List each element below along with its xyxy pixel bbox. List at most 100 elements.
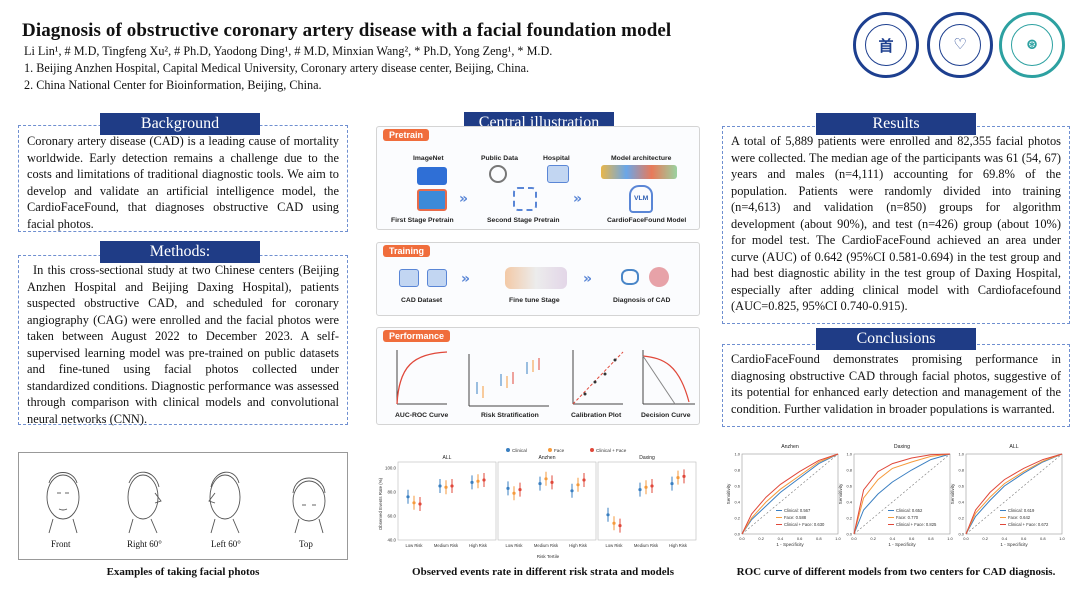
risk-category-label: Medium Risk [534, 543, 559, 548]
roc-y-axis-label: Sensitivity [838, 483, 843, 504]
auc-roc-label: AUC-ROC Curve [395, 412, 449, 419]
background-text: Coronary artery disease (CAD) is a leadi… [27, 134, 339, 231]
second-stage-label: Second Stage Pretrain [487, 217, 560, 224]
model-architecture-label: Model architecture [611, 155, 672, 162]
hospital-icon [399, 269, 419, 287]
face-front-sketch [46, 472, 80, 534]
roc-panel-frame [853, 453, 951, 535]
risk-category-label: Medium Risk [634, 543, 659, 548]
roc-x-tick-label: 0.6 [1021, 536, 1027, 541]
roc-curve [965, 453, 1063, 535]
roc-y-tick-label: 0.6 [734, 483, 740, 488]
risk-point [570, 489, 574, 493]
roc-y-tick-label: 0.2 [734, 515, 740, 520]
decision-curve-label: Decision Curve [641, 412, 691, 419]
risk-point [538, 482, 542, 486]
roc-legend-label: Face: 0.770 [896, 515, 919, 520]
heartbeat-icon [621, 269, 639, 285]
risk-panel-frame [497, 461, 597, 541]
diagnosis-of-cad-label: Diagnosis of CAD [613, 297, 671, 304]
risk-point [582, 478, 586, 482]
vlm-shield-icon: VLM [629, 185, 653, 213]
auc-roc-thumbnail [396, 350, 448, 405]
legend-marker [506, 448, 510, 452]
vlm-label: VLM [634, 195, 649, 202]
risk-panel-all: ALL Low Risk Medium Risk High Risk [397, 455, 497, 548]
cad-dataset-label: CAD Dataset [401, 297, 443, 304]
roc-y-tick-label: 0.2 [958, 515, 964, 520]
roc-legend-label: Clinical + Face: 0.825 [896, 522, 937, 527]
risk-point [406, 495, 410, 499]
performance-panel: Performance AUC-ROC Curve Risk Stratific… [376, 327, 700, 425]
legend-marker [590, 448, 594, 452]
roc-x-axis-label: 1 - Specificity [888, 542, 916, 547]
risk-point [450, 484, 454, 488]
roc-y-tick-label: 1.0 [734, 451, 740, 456]
results-heading: Results [816, 113, 976, 135]
chevron-right-icon: » [461, 271, 471, 287]
globe-icon [489, 165, 507, 183]
risk-point [676, 476, 680, 480]
first-stage-label: First Stage Pretrain [391, 217, 454, 224]
roc-curve [741, 453, 839, 535]
risk-panel-anzhen: Anzhen Low Risk Medium Risk High Risk [497, 455, 597, 548]
methods-heading: Methods: [100, 241, 260, 263]
roc-curve [741, 453, 839, 535]
chevron-right-icon: » [573, 191, 583, 207]
risk-category-label: Low Risk [406, 543, 424, 548]
risk-point [470, 480, 474, 484]
results-section: A total of 5,889 patients were enrolled … [722, 126, 1070, 324]
roc-x-tick-label: 0.0 [739, 536, 745, 541]
roc-chance-line [965, 453, 1063, 535]
roc-panel-title: ALL [1009, 444, 1018, 450]
performance-tag: Performance [383, 330, 451, 342]
roc-panel-anzhen: Anzhen 0.00.0 0.2 0.2 0.4 0.4 0.6 0.6 0.8 0.8 1.0 1… [726, 444, 842, 547]
roc-y-tick-label: 0.8 [958, 467, 964, 472]
roc-x-tick-label: 0.2 [758, 536, 764, 541]
roc-x-tick-label: 0.2 [982, 536, 988, 541]
conclusions-text: CardioFaceFound demonstrates promising p… [731, 352, 1061, 416]
face-label-left-60: Left 60° [211, 539, 241, 549]
risk-category-label: Low Risk [506, 543, 524, 548]
roc-x-tick-label: 0.4 [890, 536, 896, 541]
roc-x-tick-label: 0.6 [797, 536, 803, 541]
roc-x-tick-label: 0.8 [1040, 536, 1046, 541]
roc-y-tick-label: 0.0 [958, 531, 964, 536]
risk-point [650, 484, 654, 488]
roc-x-tick-label: 1.0 [835, 536, 841, 541]
roc-y-tick-label: 0.8 [734, 467, 740, 472]
affiliation-1: 1. Beijing Anzhen Hospital, Capital Medi… [24, 61, 530, 75]
face-label-top: Top [299, 539, 313, 549]
roc-x-tick-label: 0.0 [963, 536, 969, 541]
legend-label: Clinical [512, 448, 527, 453]
risk-point [644, 485, 648, 489]
roc-y-tick-label: 0.0 [734, 531, 740, 536]
public-data-label: Public Data [481, 155, 519, 162]
risk-point [606, 513, 610, 517]
poster-title: Diagnosis of obstructive coronary artery… [22, 20, 672, 41]
roc-legend-label: Clinical: 0.619 [1008, 508, 1035, 513]
results-text: A total of 5,889 patients were enrolled … [731, 134, 1061, 313]
risk-category-label: Low Risk [606, 543, 624, 548]
conclusions-heading: Conclusions [816, 328, 976, 350]
roc-y-axis-label: Sensitivity [726, 483, 731, 504]
risk-strata-chart: Clinical Face Clinical + Face Observed Even… [376, 442, 700, 562]
roc-x-tick-label: 1.0 [1059, 536, 1065, 541]
roc-chance-line [853, 453, 951, 535]
roc-caption: ROC curve of different models from two c… [736, 566, 1056, 578]
imagenet-icon [417, 167, 447, 185]
roc-curve [853, 453, 951, 535]
roc-legend-label: Clinical: 0.567 [784, 508, 811, 513]
risk-point [418, 502, 422, 506]
capital-medical-university-logo: 首 [853, 12, 919, 78]
risk-panel-daxing: Daxing Low Risk Medium Risk High Risk [597, 455, 697, 548]
roc-legend-label: Face: 0.588 [784, 515, 807, 520]
legend-marker [548, 448, 552, 452]
risk-y-tick-label: 60.0 [387, 514, 396, 519]
roc-x-tick-label: 0.2 [870, 536, 876, 541]
risk-legend: Clinical Face Clinical + Face [506, 448, 627, 453]
risk-point [412, 501, 416, 505]
calibration-plot-label: Calibration Plot [571, 412, 622, 419]
risk-category-label: Medium Risk [434, 543, 459, 548]
roc-y-tick-label: 0.4 [734, 499, 740, 504]
